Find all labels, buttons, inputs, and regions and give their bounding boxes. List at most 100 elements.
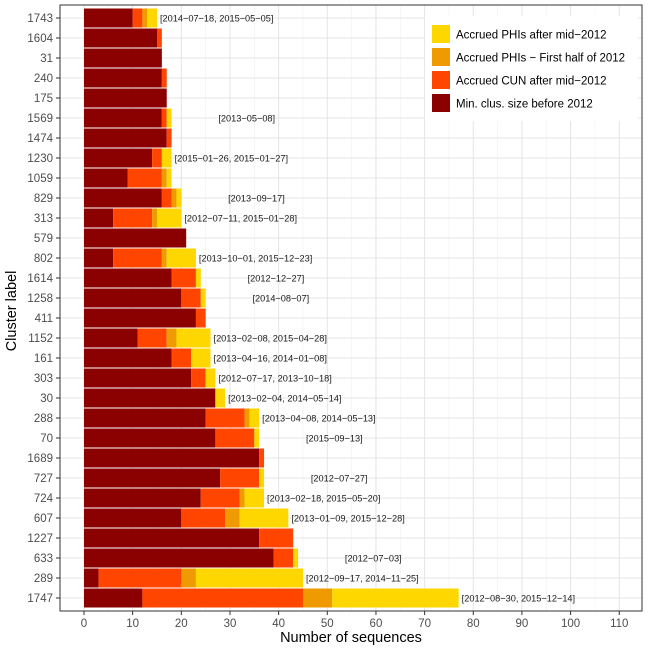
y-tick-label: 288: [34, 413, 53, 425]
bar-segment: [84, 368, 192, 388]
annotation-layer: [2014−07−18, 2015−05−05] [2013−05−08] [201…: [160, 14, 575, 604]
x-tick-label: 60: [370, 618, 383, 630]
bar-segment: [84, 208, 114, 228]
bar-segment: [84, 468, 221, 488]
y-tick-label: 1743: [27, 13, 53, 25]
bar-segment: [113, 208, 153, 228]
bar-segment: [152, 148, 162, 168]
legend-key: [432, 25, 450, 43]
bar-segment: [161, 248, 167, 268]
x-tick-label: 0: [81, 618, 87, 630]
axis-layer: 1743 1604 31 240 175 1569 1474 1230 1059 829 313 57…: [27, 4, 643, 630]
date-range-annotation: [2014−07−18, 2015−05−05]: [160, 14, 273, 24]
y-tick-label: 607: [34, 513, 53, 525]
x-tick-label: 110: [610, 618, 628, 630]
bar-segment: [84, 528, 260, 548]
bar-segment: [215, 428, 255, 448]
y-tick-label: 1604: [27, 33, 53, 45]
bar-segment: [205, 408, 245, 428]
bar-segment: [84, 388, 216, 408]
date-range-annotation: [2014−08−07]: [252, 294, 309, 304]
bar-segment: [161, 188, 172, 208]
bar-segment: [239, 508, 289, 528]
bar-segment: [84, 248, 114, 268]
bar-layer: [84, 8, 459, 608]
date-range-annotation: [2015−01−26, 2015−01−27]: [175, 154, 288, 164]
bar-segment: [171, 348, 192, 368]
x-tick-label: 70: [418, 618, 431, 630]
bar-segment: [249, 408, 260, 428]
bar-segment: [195, 308, 206, 328]
bar-segment: [273, 548, 294, 568]
bar-segment: [84, 268, 172, 288]
bar-segment: [161, 148, 172, 168]
bar-segment: [84, 28, 157, 48]
bar-segment: [113, 248, 162, 268]
legend: Accrued PHIs after mid−2012 Accrued PHIs …: [425, 16, 637, 121]
bar-segment: [127, 168, 162, 188]
bar-segment: [84, 8, 133, 28]
x-axis-title: Number of sequences: [280, 630, 422, 646]
bar-segment: [220, 468, 260, 488]
bar-segment: [176, 188, 182, 208]
y-tick-label: 70: [40, 433, 53, 445]
bar-segment: [147, 8, 157, 28]
y-tick-label: 724: [34, 493, 54, 505]
date-range-annotation: [2012−12−27]: [248, 274, 305, 284]
bar-segment: [205, 368, 216, 388]
bar-segment: [254, 428, 260, 448]
y-tick-label: 303: [34, 373, 53, 385]
bar-segment: [166, 108, 172, 128]
y-tick-label: 289: [34, 573, 53, 585]
date-range-annotation: [2012−07−17, 2013−10−18]: [218, 374, 331, 384]
x-tick-label: 20: [175, 618, 188, 630]
x-tick-label: 10: [126, 618, 139, 630]
bar-segment: [84, 548, 274, 568]
legend-key: [432, 94, 450, 112]
bar-segment: [84, 48, 162, 68]
x-tick-label: 90: [516, 618, 529, 630]
bar-segment: [156, 28, 162, 48]
date-range-annotation: [2013−02−08, 2015−04−28]: [214, 334, 327, 344]
y-tick-label: 1059: [27, 173, 53, 185]
bar-segment: [195, 568, 303, 588]
bar-segment: [142, 588, 303, 608]
y-tick-label: 579: [34, 233, 53, 245]
bar-segment: [84, 128, 167, 148]
bar-segment: [84, 448, 260, 468]
y-tick-label: 727: [34, 473, 53, 485]
legend-label: Accrued PHIs after mid−2012: [456, 30, 607, 42]
y-axis-title: Cluster label: [4, 271, 20, 352]
bar-segment: [259, 528, 294, 548]
bar-segment: [166, 168, 172, 188]
x-tick-label: 40: [272, 618, 285, 630]
bar-segment: [84, 328, 138, 348]
panel-border: [59, 4, 643, 612]
bar-segment: [259, 468, 265, 488]
y-tick-label: 1474: [27, 133, 53, 145]
date-range-annotation: [2015−09−13]: [306, 434, 363, 444]
bar-segment: [84, 588, 143, 608]
bar-segment: [161, 168, 167, 188]
legend-label: Accrued PHIs − First half of 2012: [456, 53, 625, 65]
legend-key: [432, 71, 450, 89]
date-range-annotation: [2012−07−27]: [311, 474, 368, 484]
date-range-annotation: [2013−02−04, 2014−05−14]: [228, 394, 341, 404]
y-tick-label: 633: [34, 553, 53, 565]
y-tick-label: 411: [35, 313, 53, 325]
y-tick-label: 30: [40, 393, 53, 405]
bar-segment: [166, 128, 172, 148]
date-range-annotation: [2013−04−08, 2014−05−13]: [262, 414, 375, 424]
date-range-annotation: [2013−04−16, 2014−01−08]: [214, 354, 327, 364]
bar-segment: [166, 328, 177, 348]
y-tick-label: 829: [34, 193, 53, 205]
y-tick-label: 1747: [27, 593, 53, 605]
bar-segment: [142, 8, 148, 28]
bar-segment: [191, 348, 211, 368]
bar-segment: [200, 288, 206, 308]
y-tick-label: 1258: [27, 293, 53, 305]
bar-segment: [200, 488, 240, 508]
date-range-annotation: [2012−09−17, 2014−11−25]: [306, 574, 419, 584]
